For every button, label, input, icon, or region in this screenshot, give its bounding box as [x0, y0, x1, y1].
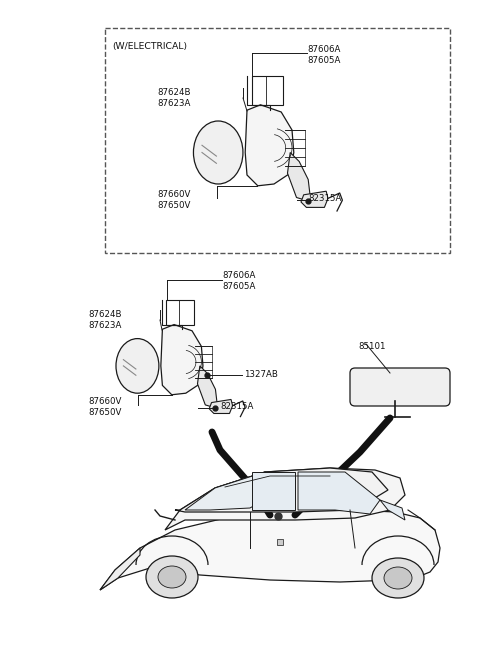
Text: 87605A: 87605A — [222, 282, 255, 291]
Ellipse shape — [372, 558, 424, 598]
Polygon shape — [252, 472, 295, 510]
Text: 87660V: 87660V — [88, 397, 121, 406]
Bar — [166, 300, 193, 325]
FancyBboxPatch shape — [350, 368, 450, 406]
Polygon shape — [100, 510, 440, 590]
Text: 87606A: 87606A — [307, 45, 340, 54]
Text: (W/ELECTRICAL): (W/ELECTRICAL) — [112, 42, 187, 51]
Ellipse shape — [193, 121, 243, 184]
Ellipse shape — [146, 556, 198, 598]
Polygon shape — [161, 325, 203, 395]
Polygon shape — [209, 400, 233, 413]
Polygon shape — [100, 548, 140, 590]
Text: 87624B: 87624B — [88, 310, 121, 319]
Text: 87650V: 87650V — [88, 408, 121, 417]
Ellipse shape — [116, 338, 159, 393]
Bar — [252, 76, 283, 105]
Polygon shape — [245, 105, 294, 186]
Text: 87624B: 87624B — [157, 88, 191, 97]
Polygon shape — [175, 468, 388, 512]
Bar — [105, 28, 450, 253]
Text: 87650V: 87650V — [157, 201, 191, 210]
Text: 87660V: 87660V — [157, 190, 191, 199]
Polygon shape — [288, 152, 310, 200]
Text: 87606A: 87606A — [222, 271, 255, 280]
Text: 1327AB: 1327AB — [244, 370, 278, 379]
Ellipse shape — [384, 567, 412, 589]
Text: 85101: 85101 — [358, 342, 385, 351]
Ellipse shape — [158, 566, 186, 588]
Polygon shape — [197, 366, 217, 407]
Polygon shape — [185, 472, 285, 510]
Polygon shape — [165, 468, 405, 530]
Polygon shape — [301, 191, 328, 207]
Text: 87605A: 87605A — [307, 56, 340, 65]
Polygon shape — [298, 472, 380, 514]
Text: 82315A: 82315A — [220, 402, 253, 411]
Polygon shape — [380, 500, 405, 520]
Text: 87623A: 87623A — [157, 99, 191, 108]
Text: 87623A: 87623A — [88, 321, 121, 330]
Text: 82315A: 82315A — [308, 194, 341, 203]
